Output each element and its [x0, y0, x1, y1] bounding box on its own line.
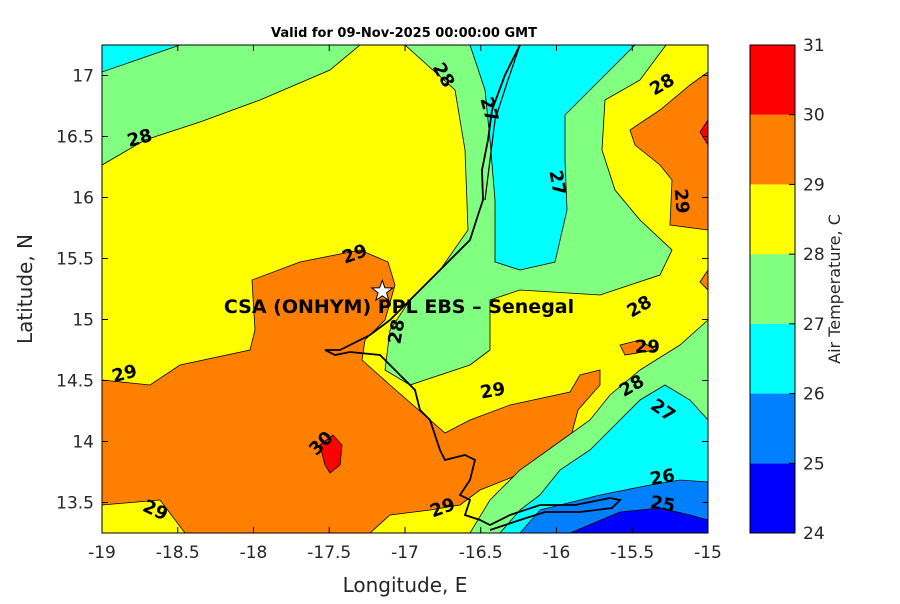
x-tick-label: -18.5 — [156, 543, 200, 563]
y-tick-label: 15 — [72, 311, 94, 331]
colorbar-tick-label: 31 — [803, 36, 825, 56]
y-tick-label: 16.5 — [56, 128, 94, 148]
colorbar-tick-label: 25 — [803, 454, 825, 474]
axis-ticks: -19 -18.5 -18 -17.5 -17 -16.5 -16 -15.5 -15 13.5 1… — [56, 45, 722, 563]
contour-label: 27 — [544, 169, 569, 197]
colorbar-tick-label: 24 — [803, 524, 825, 544]
border-line — [484, 45, 521, 201]
contour-region-29 — [699, 269, 708, 291]
contour-label: 28 — [384, 317, 409, 345]
colorbar-frame — [749, 44, 796, 534]
contour-label: 26 — [648, 465, 676, 490]
x-tick-label: -19 — [88, 543, 116, 563]
colorbar-tick-label: 30 — [803, 106, 825, 126]
colorbar-band-26 — [750, 323, 795, 394]
y-tick-label: 14.5 — [56, 372, 94, 392]
x-tick-label: -18 — [240, 543, 268, 563]
colorbar-tick-label: 29 — [803, 175, 825, 195]
colorbar-tick-label: 26 — [803, 385, 825, 405]
contour-region-29 — [102, 249, 601, 533]
contour-label: 29 — [670, 188, 693, 215]
colorbar-band-27 — [750, 254, 795, 324]
y-tick-label: 14 — [72, 433, 94, 453]
colorbar-band-30 — [750, 45, 795, 115]
colorbar-label: Air Temperature, C — [825, 214, 844, 364]
contour-label: 25 — [648, 492, 676, 517]
contour-region-26 — [102, 45, 181, 73]
x-tick-label: -16 — [543, 543, 571, 563]
y-tick-label: 16 — [72, 189, 94, 209]
contour-region-29 — [619, 339, 657, 356]
contour-label: 29 — [479, 378, 507, 403]
contour-region-26 — [469, 45, 636, 271]
x-tick-label: -16.5 — [459, 543, 503, 563]
contour-region-30 — [699, 119, 708, 146]
contour-region-29 — [629, 45, 708, 231]
colorbar-tick-label: 27 — [803, 315, 825, 335]
x-tick-label: -15.5 — [610, 543, 654, 563]
y-tick-label: 13.5 — [56, 494, 94, 514]
colorbar-band-29 — [750, 114, 795, 185]
colorbar-band-25 — [750, 393, 795, 464]
colorbar-band-24 — [750, 463, 795, 533]
coastline — [324, 45, 622, 531]
x-axis-label: Longitude, E — [343, 573, 468, 597]
y-tick-label: 17 — [72, 67, 94, 87]
colorbar-band-28 — [750, 184, 795, 255]
colorbar: 24 25 26 27 28 29 30 31 — [749, 36, 825, 544]
site-star-icon — [370, 278, 395, 302]
contour-region-27 — [102, 45, 361, 166]
x-tick-label: -15 — [694, 543, 722, 563]
y-axis-label: Latitude, N — [13, 234, 37, 344]
colorbar-tick-label: 28 — [803, 245, 825, 265]
x-tick-label: -17 — [391, 543, 419, 563]
y-tick-label: 15.5 — [56, 250, 94, 270]
chart-title: Valid for 09-Nov-2025 00:00:00 GMT — [271, 26, 537, 41]
contour-region-30 — [319, 434, 343, 474]
site-label: CSA (ONHYM) PPL EBS – Senegal — [224, 296, 574, 318]
x-tick-label: -17.5 — [307, 543, 351, 563]
plot-area — [102, 45, 708, 533]
contour-label: 29 — [635, 337, 660, 358]
contour-region-24 — [569, 507, 708, 533]
